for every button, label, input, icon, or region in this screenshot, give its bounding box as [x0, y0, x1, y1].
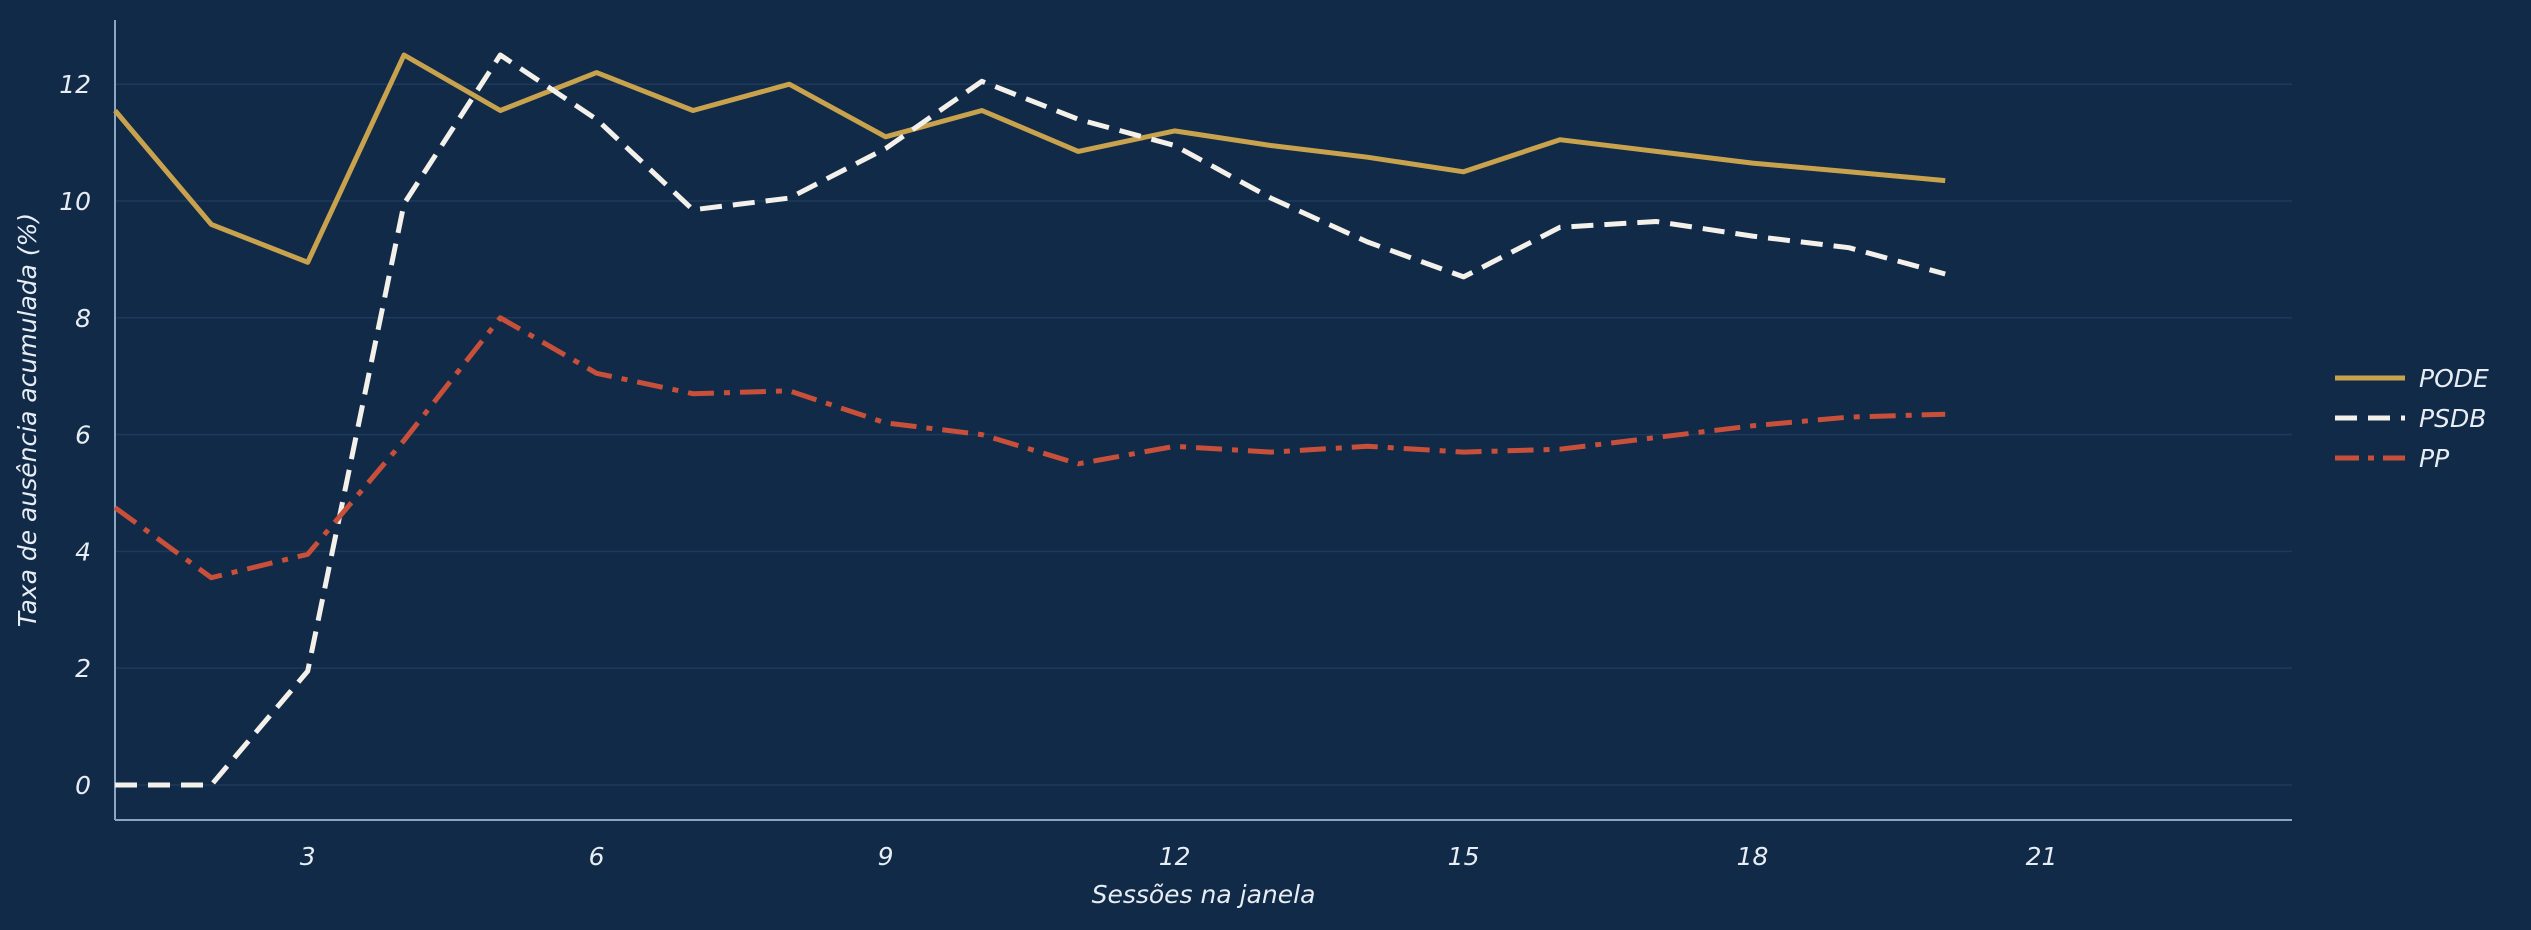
x-tick-label: 18 — [1737, 842, 1769, 871]
y-tick-label: 0 — [75, 771, 91, 800]
grid-lines — [115, 83, 2292, 786]
x-tick-label: 15 — [1448, 842, 1480, 871]
x-axis-title: Sessões na janela — [1092, 880, 1316, 909]
y-tick-label: 2 — [75, 654, 91, 683]
series-lines — [113, 52, 1946, 788]
legend-label-psdb: PSDB — [2419, 404, 2486, 433]
y-tick-label: 6 — [75, 421, 91, 450]
x-tick-label: 12 — [1159, 842, 1191, 871]
axes — [114, 20, 2292, 821]
series-line-pp — [113, 315, 1946, 581]
series-line-pode — [113, 52, 1946, 265]
legend: PODE PSDB PP — [2335, 364, 2489, 473]
legend-label-pp: PP — [2419, 444, 2450, 473]
x-tick-label: 6 — [589, 842, 605, 871]
x-tick-label: 21 — [2026, 842, 2058, 871]
y-tick-labels: 0 2 4 6 8 10 12 — [59, 70, 91, 800]
y-axis-title: Taxa de ausência acumulada (%) — [13, 213, 42, 627]
series-line-psdb — [115, 52, 1946, 788]
y-tick-label: 8 — [75, 304, 91, 333]
y-tick-label: 10 — [59, 187, 91, 216]
y-tick-label: 12 — [59, 70, 91, 99]
x-tick-label: 3 — [300, 842, 316, 871]
x-tick-label: 9 — [878, 842, 894, 871]
x-tick-labels: 3 6 9 12 15 18 21 — [300, 842, 2058, 871]
legend-label-pode: PODE — [2419, 364, 2489, 393]
y-tick-label: 4 — [75, 537, 91, 566]
